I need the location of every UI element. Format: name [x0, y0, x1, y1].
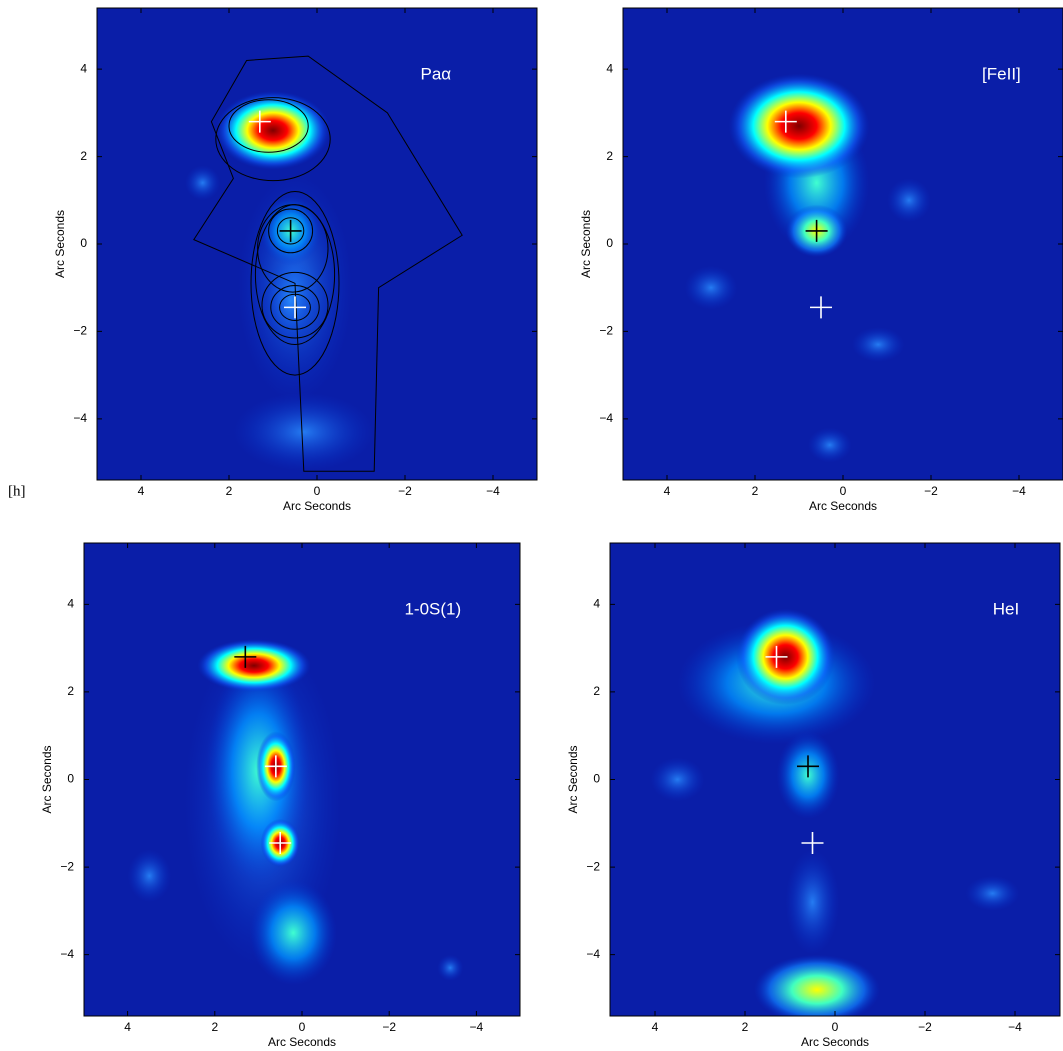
emission-map	[185, 55, 463, 472]
emission-blob	[650, 757, 705, 802]
emission-blob	[215, 91, 331, 170]
panel: 4 2 0 −2 −4 −4 −2 0 2 4 Arc Seconds Arc Seconds Paα	[53, 7, 538, 513]
emission-blob	[887, 178, 931, 223]
y-tick-label: 0	[80, 236, 87, 250]
y-tick-label: 2	[593, 684, 600, 698]
x-axis-label: Arc Seconds	[283, 499, 351, 513]
source-marker	[765, 645, 788, 668]
emission-blob	[785, 849, 840, 955]
x-tick-label: −2	[382, 1020, 396, 1034]
emission-blob	[851, 327, 905, 362]
emission-map	[650, 608, 1020, 1016]
panel: 4 2 0 −2 −4 −4 −2 0 2 4 Arc Seconds Arc Seconds 1-0S…	[40, 542, 521, 1049]
y-axis-label: Arc Seconds	[53, 210, 67, 278]
panel-title: [FeII]	[982, 64, 1021, 83]
x-tick-label: 0	[832, 1020, 839, 1034]
y-tick-label: 4	[593, 596, 600, 610]
emission-blob	[684, 265, 738, 310]
x-tick-label: 0	[299, 1020, 306, 1034]
x-tick-label: 0	[314, 484, 321, 498]
source-marker	[797, 755, 819, 778]
x-tick-label: −4	[470, 1020, 484, 1034]
emission-blob	[807, 427, 852, 463]
y-tick-label: 0	[606, 236, 613, 250]
x-axis-label: Arc Seconds	[809, 499, 877, 513]
contour	[228, 99, 309, 153]
figure-note: [h]	[8, 483, 26, 499]
contour	[193, 55, 463, 472]
emission-blob	[754, 954, 880, 1016]
y-axis-label: Arc Seconds	[579, 210, 593, 278]
emission-blob	[437, 954, 464, 981]
contour	[250, 191, 340, 376]
emission-map	[127, 634, 464, 986]
source-marker	[279, 219, 302, 242]
source-marker	[284, 296, 306, 319]
x-tick-label: 4	[652, 1020, 659, 1034]
emission-blob	[197, 639, 311, 692]
y-tick-label: −4	[60, 947, 74, 961]
x-tick-label: 2	[752, 484, 759, 498]
source-marker	[801, 832, 824, 855]
y-axis-label: Arc Seconds	[566, 745, 580, 813]
y-axis-label: Arc Seconds	[40, 745, 54, 813]
x-tick-label: −2	[918, 1020, 932, 1034]
source-marker	[269, 832, 292, 855]
emission-blob	[965, 875, 1020, 911]
panel-title: HeI	[993, 599, 1019, 618]
panel-title: 1-0S(1)	[404, 599, 461, 618]
source-marker	[234, 645, 257, 668]
y-tick-label: 2	[67, 684, 74, 698]
y-tick-label: −2	[599, 324, 613, 338]
x-tick-label: 4	[664, 484, 671, 498]
y-tick-label: 2	[606, 149, 613, 163]
y-tick-label: 4	[606, 61, 613, 75]
y-tick-label: −2	[586, 859, 600, 873]
contour	[261, 271, 329, 339]
x-tick-label: −4	[1012, 484, 1026, 498]
y-tick-label: 4	[67, 596, 74, 610]
x-tick-label: 2	[226, 484, 233, 498]
x-tick-label: −4	[486, 484, 500, 498]
source-marker	[264, 755, 287, 778]
y-tick-label: 0	[593, 772, 600, 786]
emission-blob	[185, 165, 221, 201]
y-tick-label: 2	[80, 149, 87, 163]
x-tick-label: 2	[742, 1020, 749, 1034]
x-axis-label: Arc Seconds	[268, 1035, 336, 1049]
x-tick-label: 4	[124, 1020, 131, 1034]
source-marker	[805, 219, 828, 242]
emission-blob	[249, 880, 337, 986]
emission-blob	[127, 849, 172, 903]
x-tick-label: −2	[924, 484, 938, 498]
y-tick-label: −4	[586, 947, 600, 961]
x-tick-label: −4	[1008, 1020, 1022, 1034]
panel: 4 2 0 −2 −4 −4 −2 0 2 4 Arc Seconds Arc Seconds HeI	[566, 542, 1061, 1049]
y-tick-label: 0	[67, 772, 74, 786]
contour	[268, 208, 314, 254]
y-tick-label: −4	[599, 411, 613, 425]
panel-title: Paα	[420, 64, 451, 83]
x-tick-label: 0	[840, 484, 847, 498]
x-axis-label: Arc Seconds	[801, 1035, 869, 1049]
emission-blob	[728, 73, 870, 179]
y-tick-label: 4	[80, 61, 87, 75]
source-marker	[810, 296, 832, 319]
emission-blob	[233, 392, 375, 472]
x-tick-label: 2	[211, 1020, 218, 1034]
contour	[279, 293, 311, 321]
x-tick-label: 4	[138, 484, 145, 498]
panel: 4 2 0 −2 −4 −4 −2 0 2 4 Arc Seconds Arc Seconds [FeI…	[579, 7, 1063, 513]
y-tick-label: −2	[60, 859, 74, 873]
y-tick-label: −2	[73, 324, 87, 338]
source-marker	[774, 110, 797, 133]
y-tick-label: −4	[73, 411, 87, 425]
contour	[276, 217, 305, 245]
x-tick-label: −2	[398, 484, 412, 498]
contour	[215, 97, 331, 182]
contour	[254, 204, 336, 346]
source-marker	[248, 110, 271, 133]
